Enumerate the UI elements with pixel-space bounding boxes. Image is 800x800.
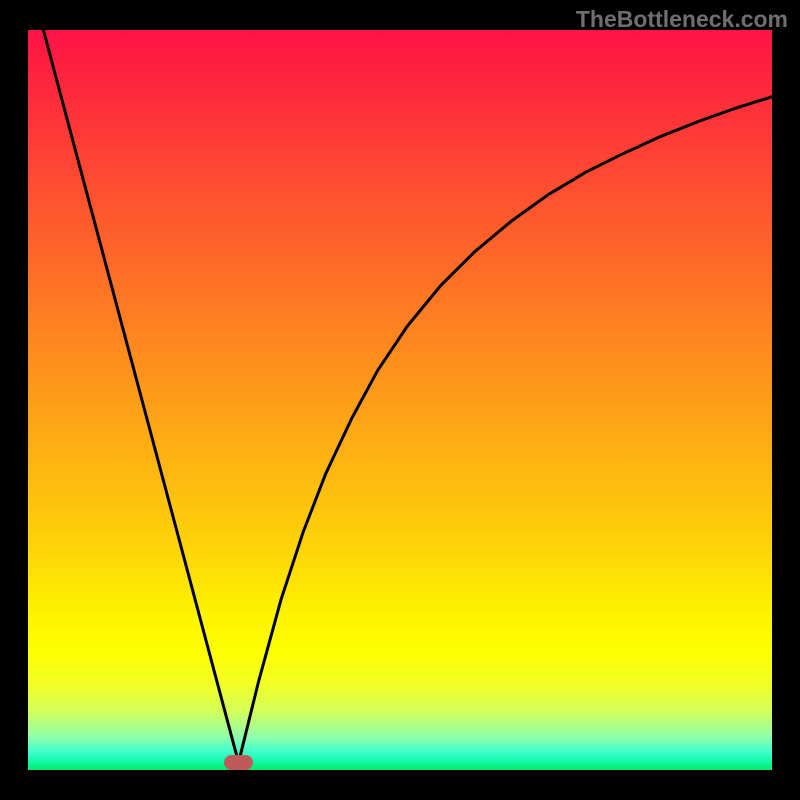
gradient-background	[28, 30, 772, 770]
chart-frame: TheBottleneck.com	[0, 0, 800, 800]
gradient-chart-svg	[28, 30, 772, 770]
plot-area	[28, 30, 772, 770]
minimum-marker	[224, 755, 254, 770]
watermark-text: TheBottleneck.com	[576, 6, 788, 33]
